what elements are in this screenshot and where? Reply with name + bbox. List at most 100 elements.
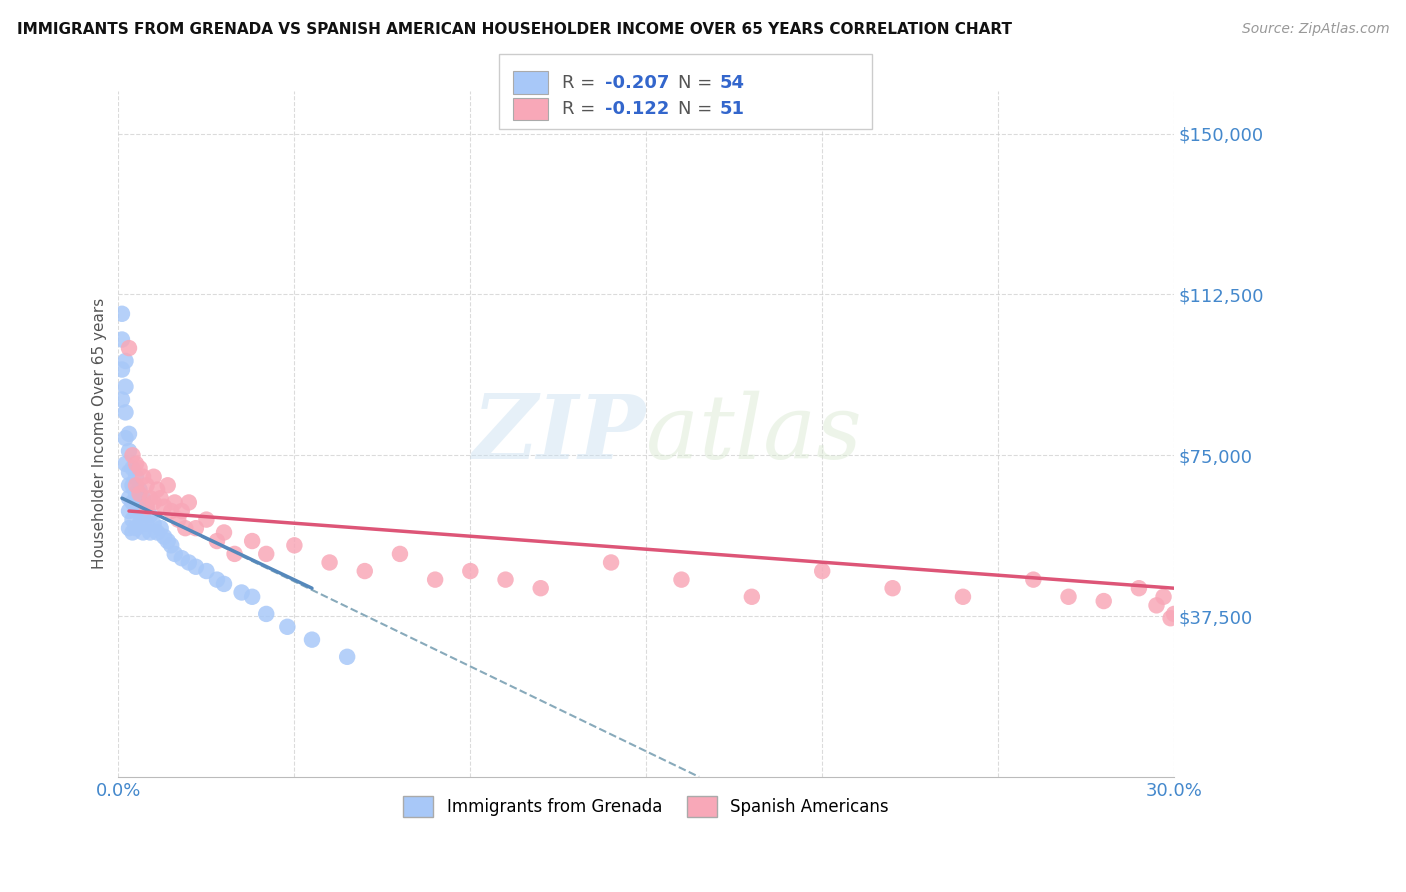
Point — [530, 581, 553, 595]
Point — [125, 457, 148, 471]
Point — [121, 461, 143, 475]
Point — [163, 547, 186, 561]
Point — [195, 564, 218, 578]
Point — [163, 495, 186, 509]
Point — [240, 590, 263, 604]
Point — [118, 426, 141, 441]
Point — [118, 478, 141, 492]
Point — [146, 525, 169, 540]
Text: R =: R = — [562, 100, 602, 119]
Point — [1057, 590, 1080, 604]
Point — [212, 577, 235, 591]
Point — [125, 504, 148, 518]
Point — [1146, 599, 1168, 613]
Y-axis label: Householder Income Over 65 years: Householder Income Over 65 years — [93, 298, 107, 569]
Text: -0.122: -0.122 — [605, 100, 669, 119]
Point — [149, 521, 172, 535]
Point — [132, 491, 155, 505]
Point — [135, 478, 157, 492]
Point — [125, 469, 148, 483]
Point — [156, 478, 179, 492]
Point — [388, 547, 411, 561]
Point — [118, 341, 141, 355]
Point — [125, 478, 148, 492]
Point — [240, 534, 263, 549]
Point — [111, 392, 134, 407]
Point — [139, 491, 162, 505]
Point — [301, 632, 323, 647]
Point — [153, 530, 176, 544]
Point — [146, 483, 169, 497]
Point — [128, 483, 150, 497]
Text: N =: N = — [678, 73, 717, 92]
Point — [160, 504, 183, 518]
Point — [170, 504, 193, 518]
Point — [671, 573, 693, 587]
Point — [423, 573, 446, 587]
Point — [142, 516, 165, 531]
Text: Source: ZipAtlas.com: Source: ZipAtlas.com — [1241, 22, 1389, 37]
Point — [156, 534, 179, 549]
Point — [177, 495, 200, 509]
Point — [139, 525, 162, 540]
Point — [212, 525, 235, 540]
Point — [121, 513, 143, 527]
Point — [174, 521, 197, 535]
Point — [128, 487, 150, 501]
Point — [170, 551, 193, 566]
Point — [283, 538, 305, 552]
Point — [135, 516, 157, 531]
Point — [205, 573, 228, 587]
Point — [177, 556, 200, 570]
Point — [1128, 581, 1150, 595]
Point — [276, 620, 298, 634]
Point — [224, 547, 246, 561]
Point — [353, 564, 375, 578]
Point — [336, 649, 359, 664]
Point — [118, 444, 141, 458]
Point — [125, 487, 148, 501]
Point — [142, 469, 165, 483]
Point — [149, 491, 172, 505]
Point — [167, 513, 190, 527]
Point — [118, 491, 141, 505]
Point — [135, 500, 157, 514]
Point — [811, 564, 834, 578]
Text: ZIP: ZIP — [472, 391, 647, 477]
Point — [111, 362, 134, 376]
Point — [142, 495, 165, 509]
Point — [132, 469, 155, 483]
Point — [160, 538, 183, 552]
Text: -0.207: -0.207 — [605, 73, 669, 92]
Point — [111, 333, 134, 347]
Point — [111, 307, 134, 321]
Point — [132, 508, 155, 523]
Point — [231, 585, 253, 599]
Point — [1163, 607, 1185, 621]
Point — [495, 573, 517, 587]
Point — [184, 521, 207, 535]
Point — [128, 516, 150, 531]
Point — [118, 521, 141, 535]
Text: R =: R = — [562, 73, 602, 92]
Point — [195, 513, 218, 527]
Point — [1160, 611, 1182, 625]
Point — [184, 559, 207, 574]
Point — [118, 504, 141, 518]
Point — [139, 508, 162, 523]
Point — [128, 461, 150, 475]
Point — [121, 448, 143, 462]
Text: atlas: atlas — [647, 391, 862, 477]
Point — [600, 556, 623, 570]
Point — [135, 500, 157, 514]
Point — [254, 607, 277, 621]
Point — [121, 495, 143, 509]
Point — [882, 581, 904, 595]
Point — [153, 500, 176, 514]
Point — [1022, 573, 1045, 587]
Legend: Immigrants from Grenada, Spanish Americans: Immigrants from Grenada, Spanish America… — [396, 789, 896, 823]
Point — [205, 534, 228, 549]
Point — [114, 405, 136, 419]
Point — [114, 379, 136, 393]
Point — [741, 590, 763, 604]
